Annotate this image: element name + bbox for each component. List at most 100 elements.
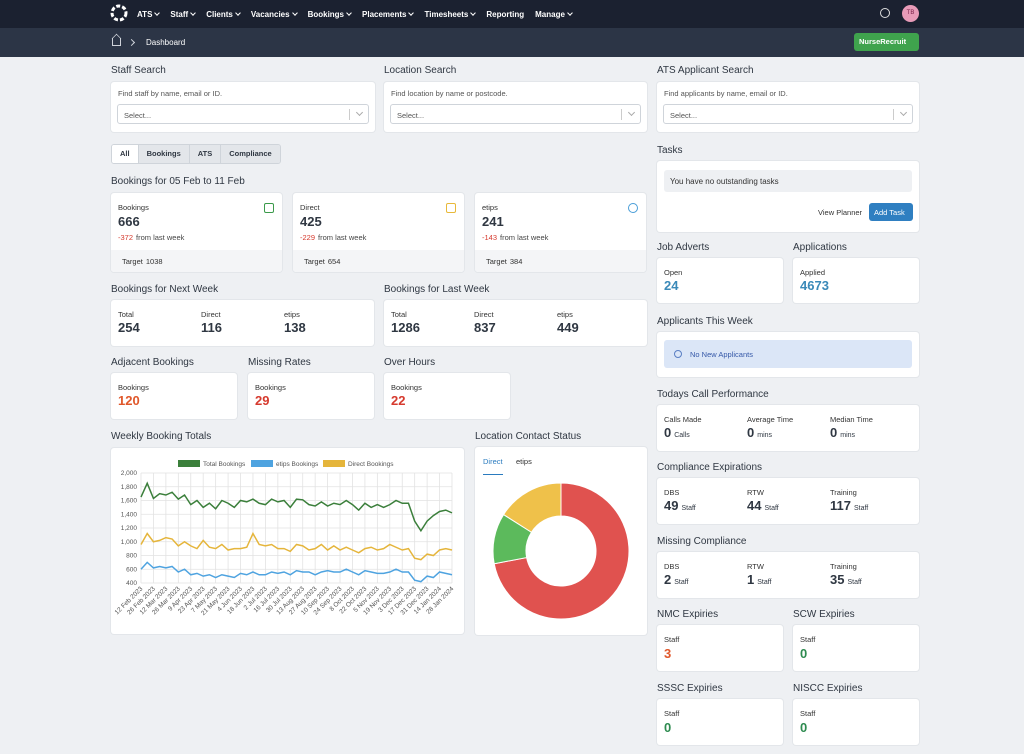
nav-label: Bookings xyxy=(307,9,345,19)
change-text: from last week xyxy=(136,233,185,242)
section-title: NMC Expiries xyxy=(657,609,719,620)
value: 117 xyxy=(830,498,851,513)
booking-card: Bookings 666 -372 from last week Target 1038 xyxy=(111,193,282,272)
unit: Staff xyxy=(853,505,869,512)
value: 0 xyxy=(830,425,838,440)
section-title: Tasks xyxy=(657,145,683,156)
nav-item[interactable]: Staff xyxy=(170,10,197,19)
y-tick-label: 1,600 xyxy=(121,498,138,505)
nav-label: Placements xyxy=(362,9,407,19)
help-icon[interactable] xyxy=(880,8,890,18)
info-box: No New Applicants xyxy=(664,340,912,368)
target: Target 1038 xyxy=(122,257,163,266)
change-text: from last week xyxy=(318,233,367,242)
task-message: You have no outstanding tasks xyxy=(664,170,912,192)
value: 0 xyxy=(664,425,672,440)
nav-item[interactable]: Reporting xyxy=(486,10,524,19)
stat-card: Open 24 xyxy=(657,258,783,303)
logo[interactable] xyxy=(110,4,128,22)
item-value: 29 xyxy=(255,393,270,408)
y-tick-label: 800 xyxy=(126,553,137,560)
select-divider xyxy=(349,109,350,120)
item-label: Calls Made xyxy=(664,415,702,424)
caret xyxy=(291,9,298,16)
unit: Staff xyxy=(847,579,862,586)
home-icon[interactable] xyxy=(112,38,121,46)
nav-item[interactable]: Manage xyxy=(535,9,573,19)
unit: Staff xyxy=(674,579,689,586)
card-icon xyxy=(446,203,456,213)
caret xyxy=(154,9,161,16)
y-tick-label: 1,800 xyxy=(121,484,138,491)
nav-item[interactable]: Clients xyxy=(206,9,241,19)
series-line xyxy=(140,481,453,533)
select-divider xyxy=(893,109,894,120)
item-label: Training xyxy=(830,562,857,571)
search-card: Find staff by name, email or ID. Select..… xyxy=(111,82,375,132)
unit: Staff xyxy=(764,505,779,512)
search-hint: Find location by name or postcode. xyxy=(391,89,508,98)
caret xyxy=(346,9,352,16)
nav-label: ATS xyxy=(137,9,153,19)
y-tick-label: 600 xyxy=(126,566,137,573)
item-value: 0 xyxy=(800,646,808,661)
card-icon xyxy=(264,203,274,213)
select-box[interactable]: Select... xyxy=(390,104,641,124)
line-chart: 4006008001,0001,2001,4001,6001,8002,0001… xyxy=(114,460,456,617)
select-text: Select... xyxy=(124,111,152,120)
select-box[interactable]: Select... xyxy=(117,104,369,124)
button-label: Add Task xyxy=(874,208,905,217)
item-value: 254 xyxy=(118,320,140,335)
series-line xyxy=(140,561,453,583)
section-title: Adjacent Bookings xyxy=(111,357,194,368)
change-line: -372 from last week xyxy=(118,233,184,242)
nav-item[interactable]: Vacancies xyxy=(251,9,298,19)
section-title: Applications xyxy=(793,242,847,253)
item-value: 4673 xyxy=(800,278,829,293)
org-button[interactable]: NurseRecruit xyxy=(854,33,919,51)
section-title: Missing Compliance xyxy=(657,536,747,547)
section-title: Over Hours xyxy=(384,357,436,368)
section-title: Staff Search xyxy=(111,65,166,76)
section-title: Bookings for Last Week xyxy=(384,284,490,295)
section-title: Job Adverts xyxy=(657,242,710,253)
legend-label: Total Bookings xyxy=(203,461,246,468)
donut-segment xyxy=(493,482,630,620)
card-label: Bookings xyxy=(118,203,149,212)
select-box[interactable]: Select... xyxy=(663,104,913,124)
nav-item[interactable]: ATS xyxy=(137,9,161,19)
card-label: Direct xyxy=(300,203,320,212)
nav-item[interactable]: Placements xyxy=(362,9,415,19)
item-value: 117 Staff xyxy=(830,498,868,513)
item-value: 3 xyxy=(664,646,672,661)
view-planner[interactable]: View Planner xyxy=(818,208,863,217)
tab[interactable]: Bookings xyxy=(137,145,189,163)
y-tick-label: 1,200 xyxy=(121,525,138,532)
chart-tab[interactable]: etips xyxy=(516,457,532,466)
select-text: Select... xyxy=(670,111,698,120)
nav-item[interactable]: Timesheets xyxy=(424,10,477,19)
item-label: etips xyxy=(557,310,573,319)
add-task-button[interactable]: Add Task xyxy=(869,203,913,221)
y-tick-label: 2,000 xyxy=(121,470,138,477)
caret xyxy=(235,9,241,16)
item-value: 2 Staff xyxy=(664,572,689,587)
avatar[interactable]: TB xyxy=(902,5,919,22)
section-title: Compliance Expirations xyxy=(657,462,763,473)
tab[interactable]: Compliance xyxy=(220,145,280,163)
item-value: 49 Staff xyxy=(664,498,696,513)
card-footer: Target 1038 xyxy=(111,250,282,272)
tab[interactable]: ATS xyxy=(188,145,221,163)
caret xyxy=(567,9,573,16)
item-label: Median Time xyxy=(830,415,873,424)
value: 35 xyxy=(830,572,845,587)
chart-tab[interactable]: Direct xyxy=(483,457,503,475)
item-label: RTW xyxy=(747,562,764,571)
card-footer: Target 384 xyxy=(475,250,646,272)
nav-label: Manage xyxy=(535,9,565,19)
tab[interactable]: All xyxy=(112,145,138,163)
card-value: 666 xyxy=(118,214,140,229)
nav-item[interactable]: Bookings xyxy=(307,9,352,19)
breadcrumb-bar: Dashboard NurseRecruit xyxy=(0,28,1024,57)
item-label: Staff xyxy=(664,709,680,718)
